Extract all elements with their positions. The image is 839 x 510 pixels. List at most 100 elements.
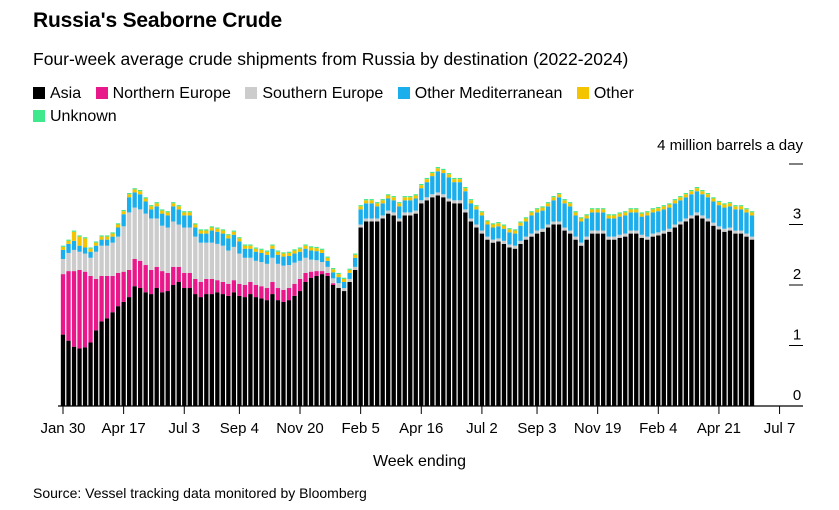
bar-segment-other — [242, 245, 248, 249]
bar-segment-other-mediterranean — [650, 212, 655, 234]
bar-segment-southern-europe — [160, 225, 165, 272]
bar-segment-other — [215, 228, 220, 232]
bar-segment-unknown — [138, 190, 143, 192]
bar-segment-southern-europe — [573, 236, 578, 240]
bar-segment-unknown — [556, 193, 562, 195]
bar-segment-asia — [380, 218, 385, 406]
bar-segment-asia — [308, 277, 314, 406]
bar-segment-southern-europe — [722, 228, 727, 232]
bar-segment-unknown — [380, 199, 385, 201]
bar-segment-unknown — [314, 246, 319, 249]
bar-segment-southern-europe — [71, 249, 77, 272]
bar-segment-northern-europe — [60, 274, 66, 335]
bar-segment-asia — [319, 274, 325, 406]
bar-segment-asia — [507, 247, 512, 406]
bar-segment-northern-europe — [209, 278, 214, 295]
bar-segment-other — [319, 249, 325, 253]
bar-segment-other-mediterranean — [303, 248, 308, 258]
bar-segment-asia — [601, 233, 606, 406]
bar-segment-other — [60, 246, 66, 250]
bar-segment-southern-europe — [165, 227, 170, 273]
legend-swatch-other-mediterranean — [397, 87, 410, 99]
bar-segment-unknown — [82, 237, 88, 239]
bar-segment-other-mediterranean — [93, 245, 99, 252]
bar-segment-other — [639, 213, 644, 217]
bar-segment-unknown — [446, 173, 451, 175]
bar-segment-other-mediterranean — [308, 250, 314, 260]
bar-segment-asia — [330, 285, 336, 406]
bar-segment-unknown — [325, 256, 330, 258]
bar-segment-other — [457, 179, 463, 183]
bar-segment-unknown — [474, 205, 479, 207]
bar-segment-northern-europe — [220, 281, 225, 295]
bar-segment-southern-europe — [319, 262, 325, 272]
bar-segment-other-mediterranean — [413, 198, 418, 211]
bar-segment-southern-europe — [452, 200, 457, 204]
y-axis: 4 million barrels a day 0 1 2 3 — [657, 137, 803, 407]
bar-segment-unknown — [419, 183, 424, 186]
bar-segment-unknown — [215, 227, 220, 229]
bar-segment-other-mediterranean — [749, 215, 755, 237]
bar-segment-southern-europe — [656, 232, 661, 236]
bar-segment-northern-europe — [198, 281, 203, 298]
x-tick-label: Jul 3 — [168, 420, 200, 437]
bar-segment-other-mediterranean — [358, 209, 363, 225]
bar-segment-other-mediterranean — [375, 206, 380, 219]
x-tick-label: Jan 30 — [40, 420, 85, 437]
bar-segment-northern-europe — [248, 281, 253, 295]
bar-segment-other — [623, 212, 628, 216]
bar-segment-asia — [738, 233, 744, 406]
bar-segment-southern-europe — [364, 218, 369, 222]
bar-segment-other — [529, 212, 534, 216]
bar-segment-unknown — [479, 211, 485, 213]
bar-segment-other — [463, 188, 468, 192]
bar-segment-southern-europe — [424, 197, 429, 201]
bar-segment-unknown — [358, 205, 363, 207]
bar-segment-southern-europe — [468, 218, 474, 222]
bar-segment-other — [716, 202, 722, 206]
bar-segment-northern-europe — [325, 272, 330, 276]
bar-segment-other-mediterranean — [253, 251, 259, 261]
bar-segment-other — [402, 197, 407, 201]
bar-segment-southern-europe — [639, 234, 644, 238]
bar-segment-other — [645, 212, 650, 216]
bar-segment-asia — [584, 239, 589, 407]
bar-segment-other — [689, 191, 694, 195]
bar-segment-asia — [386, 213, 391, 406]
bar-segment-northern-europe — [193, 278, 198, 295]
bar-segment-asia — [578, 245, 584, 406]
bar-segment-unknown — [700, 190, 705, 192]
bar-segment-asia — [253, 297, 259, 406]
bar-segment-northern-europe — [149, 269, 154, 295]
bar-segment-other — [430, 173, 435, 177]
bar-segment-asia — [115, 306, 121, 406]
bar-segment-asia — [204, 294, 209, 406]
legend-item-northern-europe: Northern Europe — [95, 82, 231, 105]
bar-segment-other-mediterranean — [744, 212, 749, 234]
bar-segment-other — [71, 231, 77, 241]
bar-segment-asia — [259, 298, 264, 406]
bar-segment-unknown — [93, 241, 99, 243]
bar-segment-asia — [126, 297, 132, 406]
bar-segment-unknown — [562, 199, 567, 201]
bar-segment-northern-europe — [104, 275, 110, 319]
legend-label-other-mediterranean: Other Mediterranean — [414, 85, 563, 102]
legend-swatch-unknown — [33, 110, 45, 122]
bar-segment-northern-europe — [308, 271, 314, 278]
bar-segment-other — [248, 245, 253, 249]
bar-segment-asia — [435, 195, 440, 406]
bar-segment-asia — [567, 233, 573, 406]
bar-segment-other — [93, 242, 99, 246]
bar-segment-other-mediterranean — [275, 254, 281, 264]
bar-segment-asia — [413, 213, 418, 406]
bar-segment-unknown — [496, 222, 501, 224]
bar-segment-asia — [314, 275, 319, 406]
bar-segment-other-mediterranean — [595, 212, 600, 231]
bar-segment-other-mediterranean — [292, 253, 297, 263]
bar-segment-unknown — [667, 203, 672, 205]
x-tick-label: Apr 17 — [102, 420, 146, 437]
bar-segment-northern-europe — [187, 272, 192, 289]
bar-segment-other-mediterranean — [479, 215, 485, 231]
bar-segment-other-mediterranean — [661, 209, 666, 231]
bar-segment-southern-europe — [419, 200, 424, 204]
